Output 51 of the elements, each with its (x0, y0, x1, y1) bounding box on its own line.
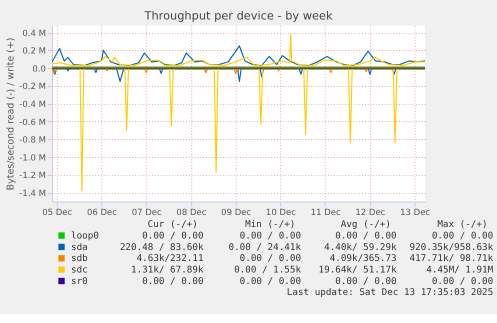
x-tick-label: 08 Dec (176, 208, 207, 218)
legend-label: sdb (71, 253, 88, 264)
x-tick-label: 09 Dec (221, 208, 252, 218)
text: Cur (-/+) (148, 219, 198, 230)
y-tick-label: 0.4 M (22, 28, 46, 39)
y-tick-label: -0.4 M (19, 100, 46, 110)
text: 0.00 / 1.55k (234, 264, 302, 276)
text: 4.63k/232.11 (136, 253, 204, 264)
text: 1.31k/ 67.89k (131, 264, 204, 276)
y-tick-label: -0.8 M (19, 136, 46, 146)
y-tick-label: -1.0 M (19, 153, 46, 164)
chart-title: Throughput per device - by week (144, 8, 334, 23)
text: 0.00 / 0.00 (335, 230, 397, 242)
text: 0.00 / 0.00 (240, 253, 302, 264)
text: 0.00 / 0.00 (142, 230, 204, 242)
text: 0.00 / 0.00 (432, 230, 494, 242)
legend-label: loop0 (71, 230, 99, 242)
text: 220.48 / 83.60k (120, 242, 204, 253)
text: Avg (-/+) (340, 219, 391, 230)
y-tick-label: 0.2 M (22, 46, 46, 57)
text: Min (-/+) (245, 219, 296, 230)
y-tick-label: -0.2 M (19, 82, 46, 92)
y-tick-label: -1.2 M (19, 171, 46, 182)
text: 0.00 / 0.00 (432, 276, 494, 287)
text: 417.71k/ 98.71k (410, 253, 494, 264)
y-tick-label: 0.0 (32, 64, 46, 74)
x-tick-label: 11 Dec (310, 208, 341, 218)
text: 19.64k/ 51.17k (318, 264, 398, 276)
x-tick-label: 05 Dec (42, 208, 73, 218)
x-tick-label: 12 Dec (355, 208, 386, 218)
text: 0.00 / 24.41k (228, 242, 302, 253)
text: 0.00 / 0.00 (240, 276, 302, 287)
text: Max (-/+) (437, 219, 488, 230)
text: 0.00 / 0.00 (142, 276, 204, 287)
text: Last update: Sat Dec 13 17:35:03 2025 (286, 287, 494, 298)
text: 4.45M/ 1.91M (426, 264, 494, 276)
text: 4.09k/365.73 (330, 253, 397, 264)
x-tick-label: 07 Dec (132, 208, 162, 218)
y-tick-label: -1.4 M (19, 188, 46, 199)
legend-label: sr0 (71, 276, 88, 287)
text: 0.00 / 0.00 (240, 230, 302, 242)
text: 4.40k/ 59.29k (324, 242, 398, 253)
text: 920.35k/958.63k (410, 242, 494, 253)
legend-label: sdc (71, 264, 88, 276)
y-tick-label: -0.6 M (19, 118, 46, 128)
legend-label: sda (71, 242, 88, 253)
x-tick-label: 06 Dec (86, 208, 118, 218)
text: 0.00 / 0.00 (335, 276, 397, 287)
x-tick-label: 10 Dec (266, 208, 296, 218)
x-tick-label: 13 Dec (400, 208, 430, 218)
y-axis-title: Bytes/second read (-) / write (+) (6, 38, 17, 190)
